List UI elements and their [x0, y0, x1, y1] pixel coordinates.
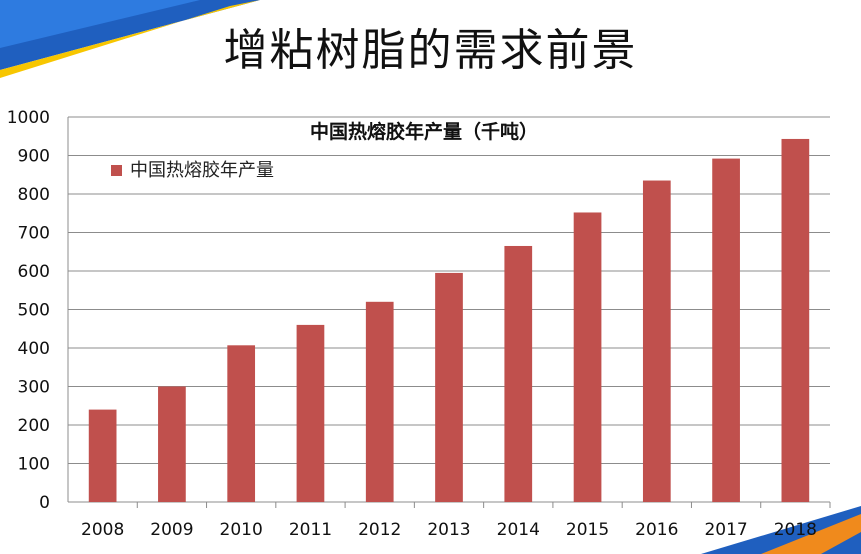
- y-tick-label: 100: [18, 455, 50, 475]
- bar-2009: [158, 386, 186, 502]
- y-tick-label: 400: [18, 339, 50, 359]
- bar-2013: [435, 272, 463, 502]
- y-axis-ticks: 0 100 200 300 400 500 600 700 800 900 1000: [7, 108, 50, 513]
- y-tick-label: 0: [39, 493, 50, 513]
- x-tick-label: 2016: [635, 520, 678, 540]
- legend-label: 中国热熔胶年产量: [130, 160, 274, 181]
- bar-2010: [227, 345, 256, 502]
- bar-2018: [781, 138, 810, 502]
- y-tick-label: 1000: [7, 108, 50, 128]
- bar-2014: [504, 245, 533, 502]
- bar-2012: [365, 301, 394, 502]
- x-tick-label: 2018: [774, 520, 817, 540]
- x-tick-label: 2013: [427, 520, 470, 540]
- corner-decoration-top-left: [0, 0, 260, 78]
- bars: [88, 138, 810, 503]
- y-tick-label: 500: [18, 301, 50, 321]
- x-tick-label: 2008: [81, 520, 124, 540]
- bar-2015: [573, 212, 602, 503]
- legend-swatch: [111, 165, 122, 176]
- x-tick-label: 2011: [289, 520, 332, 540]
- x-tick-label: 2012: [358, 520, 401, 540]
- y-tick-label: 800: [18, 185, 50, 205]
- y-tick-label: 200: [18, 416, 50, 436]
- corner-decoration-bottom-right: [701, 506, 861, 554]
- bar-2008: [88, 409, 117, 502]
- x-tick-label: 2009: [150, 520, 193, 540]
- x-tick-label: 2015: [566, 520, 609, 540]
- y-tick-label: 600: [18, 262, 50, 282]
- x-tick-label: 2017: [704, 520, 747, 540]
- bar-2017: [712, 158, 740, 502]
- chart-title: 中国热熔胶年产量（千吨）: [310, 120, 538, 143]
- legend: 中国热熔胶年产量: [111, 160, 274, 181]
- x-tick-label: 2014: [497, 520, 540, 540]
- y-tick-label: 700: [18, 224, 50, 244]
- x-axis-ticks: 2008 2009 2010 2011 2012 2013 2014 2015 2016 2017…: [81, 502, 831, 540]
- y-tick-label: 900: [18, 147, 50, 167]
- x-tick-label: 2010: [220, 520, 263, 540]
- slide-title: 增粘树脂的需求前景: [223, 25, 638, 76]
- bar-2011: [296, 324, 325, 502]
- bar-2016: [642, 180, 671, 502]
- y-tick-label: 300: [18, 378, 50, 398]
